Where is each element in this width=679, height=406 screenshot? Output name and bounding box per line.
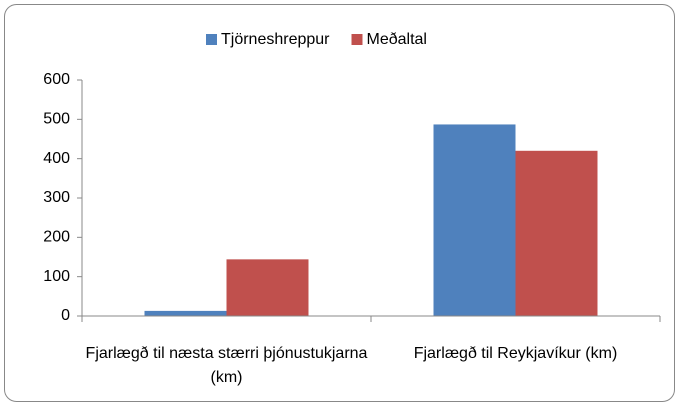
bar — [144, 310, 227, 316]
bar — [515, 150, 598, 316]
y-tick-label: 100 — [43, 268, 70, 285]
legend-label: Tjörneshreppur — [221, 31, 330, 48]
legend-label: Meðaltal — [367, 31, 427, 48]
bar — [433, 124, 516, 317]
bar — [226, 259, 309, 316]
legend-swatch — [351, 34, 363, 45]
y-tick-label: 500 — [43, 111, 70, 128]
y-tick-label: 300 — [43, 189, 70, 206]
y-tick-label: 0 — [61, 307, 70, 324]
x-tick-label: Fjarlægð til næsta stærri þjónustukjarna… — [85, 345, 368, 386]
x-tick-label: Fjarlægð til Reykjavíkur (km) — [413, 345, 618, 362]
y-tick-label: 200 — [43, 229, 70, 246]
legend-swatch — [206, 34, 217, 45]
y-tick-label: 600 — [43, 71, 70, 88]
y-tick-label: 400 — [43, 150, 70, 167]
